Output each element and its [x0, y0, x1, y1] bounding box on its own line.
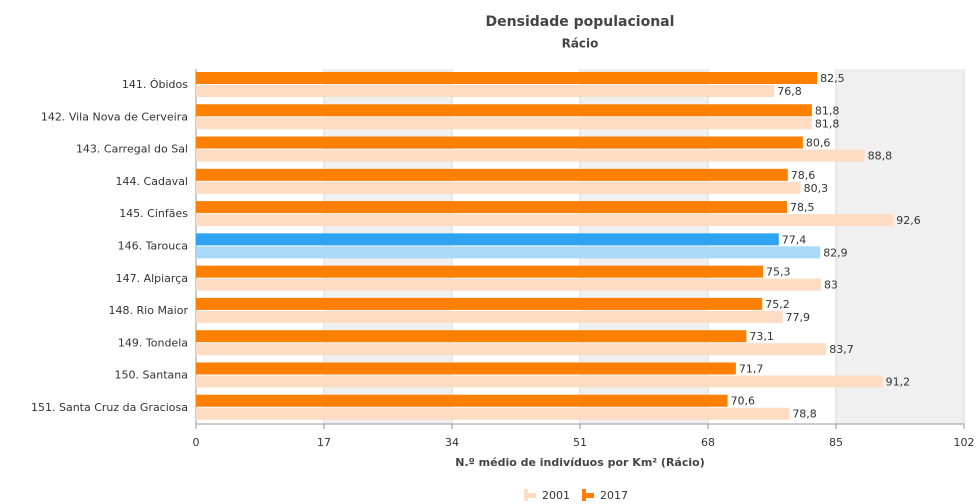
- legend-swatch: [528, 493, 536, 498]
- y-tick-label: 141. Óbidos: [122, 78, 188, 91]
- data-label: 71,7: [739, 362, 764, 375]
- data-label: 76,8: [777, 85, 802, 98]
- bar: [196, 330, 747, 343]
- data-label: 70,6: [731, 395, 756, 408]
- bar: [196, 117, 812, 130]
- bar: [196, 85, 775, 97]
- bar: [196, 375, 883, 388]
- y-tick-label: 143. Carregal do Sal: [76, 143, 188, 156]
- bar: [196, 278, 821, 291]
- bar: [196, 297, 763, 310]
- data-label: 78,5: [790, 201, 815, 214]
- legend-swatch: [586, 493, 594, 498]
- data-label: 80,6: [806, 137, 831, 150]
- bar: [196, 136, 803, 149]
- legend-label: 2001: [542, 489, 570, 502]
- data-label: 83,7: [829, 343, 854, 356]
- data-label: 78,6: [791, 169, 816, 182]
- x-tick-label: 51: [573, 436, 587, 449]
- x-tick-label: 34: [445, 436, 459, 449]
- data-label: 88,8: [868, 150, 893, 163]
- bar: [196, 168, 788, 181]
- bar: [196, 394, 728, 407]
- x-tick-label: 68: [701, 436, 715, 449]
- y-tick-label: 144. Cadaval: [116, 175, 188, 188]
- data-label: 82,9: [823, 246, 848, 259]
- data-label: 77,4: [782, 233, 807, 246]
- chart-subtitle: Rácio: [562, 37, 599, 51]
- bar: [196, 343, 827, 356]
- y-tick-label: 151. Santa Cruz da Graciosa: [31, 401, 188, 414]
- data-label: 83: [824, 279, 838, 292]
- bar: [196, 149, 865, 162]
- x-axis-title: N.º médio de indivíduos por Km² (Rácio): [455, 456, 704, 469]
- x-tick-label: 102: [954, 436, 975, 449]
- data-label: 78,8: [792, 408, 817, 421]
- bar: [196, 362, 736, 375]
- data-label: 91,2: [886, 375, 911, 388]
- data-label: 77,9: [786, 311, 811, 324]
- x-tick-label: 17: [317, 436, 331, 449]
- bar: [196, 201, 788, 214]
- bar: [196, 233, 779, 246]
- y-tick-label: 147. Alpiarça: [116, 272, 188, 285]
- data-label: 92,6: [896, 214, 921, 227]
- bar: [196, 181, 801, 194]
- data-label: 81,8: [815, 104, 840, 117]
- data-label: 75,2: [765, 298, 790, 311]
- bar: [196, 310, 783, 323]
- bar: [196, 265, 763, 278]
- chart-title: Densidade populacional: [486, 14, 675, 30]
- y-tick-label: 149. Tondela: [118, 336, 188, 349]
- x-tick-label: 85: [829, 436, 843, 449]
- bar: [196, 246, 821, 259]
- y-tick-label: 148. Rio Maior: [109, 304, 189, 317]
- y-tick-label: 145. Cinfães: [119, 207, 188, 220]
- data-label: 80,3: [804, 182, 829, 195]
- bar: [196, 72, 818, 84]
- legend-swatch: [524, 489, 528, 501]
- legend-swatch: [582, 489, 586, 501]
- y-tick-label: 146. Tarouca: [118, 240, 188, 253]
- data-label: 73,1: [749, 330, 774, 343]
- bar: [196, 214, 894, 227]
- bar: [196, 104, 812, 117]
- plot-band: [836, 69, 964, 424]
- data-label: 82,5: [820, 72, 845, 85]
- data-label: 81,8: [815, 117, 840, 130]
- bar: [196, 407, 790, 420]
- y-tick-label: 142. Vila Nova de Cerveira: [41, 110, 188, 123]
- y-tick-label: 150. Santana: [115, 369, 188, 382]
- legend-label: 2017: [600, 489, 628, 502]
- data-label: 75,3: [766, 266, 791, 279]
- x-tick-label: 0: [193, 436, 200, 449]
